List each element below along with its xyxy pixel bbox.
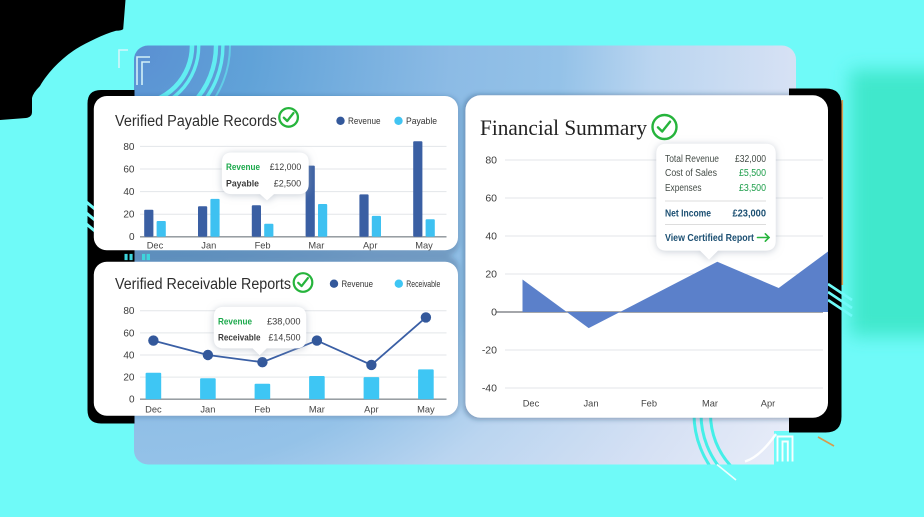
svg-text:May: May: [415, 241, 433, 251]
svg-text:Net Income: Net Income: [665, 209, 711, 220]
svg-text:Revenue: Revenue: [342, 279, 374, 290]
svg-text:40: 40: [123, 350, 135, 361]
svg-text:Mar: Mar: [702, 399, 718, 409]
svg-text:£12,000: £12,000: [270, 162, 302, 173]
svg-text:Feb: Feb: [255, 241, 271, 251]
svg-text:80: 80: [485, 155, 497, 167]
svg-text:May: May: [417, 405, 435, 415]
svg-text:Feb: Feb: [641, 399, 657, 409]
svg-text:Mar: Mar: [308, 241, 324, 251]
svg-text:Cost of Sales: Cost of Sales: [665, 168, 717, 179]
svg-text:Expenses: Expenses: [665, 183, 702, 194]
svg-text:Receivable: Receivable: [406, 279, 440, 290]
svg-text:Jan: Jan: [584, 399, 599, 409]
svg-text:40: 40: [485, 231, 497, 243]
svg-text:View Certified Report: View Certified Report: [665, 233, 755, 244]
svg-text:0: 0: [491, 307, 497, 319]
svg-text:£5,500: £5,500: [739, 168, 766, 179]
svg-text:£23,000: £23,000: [733, 209, 767, 220]
svg-text:60: 60: [485, 193, 497, 205]
svg-text:£32,000: £32,000: [735, 154, 766, 165]
svg-text:60: 60: [123, 164, 135, 175]
svg-text:Verified Receivable Reports: Verified Receivable Reports: [115, 276, 291, 293]
svg-text:Revenue: Revenue: [348, 116, 381, 127]
svg-text:Payable: Payable: [406, 116, 437, 127]
svg-text:£14,500: £14,500: [269, 333, 301, 344]
svg-text:20: 20: [123, 373, 135, 384]
svg-text:Receivable: Receivable: [218, 333, 261, 344]
svg-text:-20: -20: [482, 345, 497, 357]
svg-text:£2,500: £2,500: [274, 179, 302, 190]
svg-text:40: 40: [123, 187, 135, 198]
svg-text:Apr: Apr: [363, 241, 377, 251]
svg-text:Jan: Jan: [201, 241, 216, 251]
svg-text:20: 20: [485, 269, 497, 281]
svg-text:Apr: Apr: [761, 399, 775, 409]
svg-text:Dec: Dec: [145, 405, 162, 415]
svg-text:£3,500: £3,500: [739, 183, 766, 194]
svg-text:Financial Summary: Financial Summary: [480, 115, 648, 140]
svg-text:60: 60: [123, 328, 135, 339]
svg-text:Total Revenue: Total Revenue: [665, 154, 719, 165]
svg-text:0: 0: [129, 232, 135, 243]
svg-text:Verified Payable Records: Verified Payable Records: [115, 113, 277, 130]
svg-text:£38,000: £38,000: [267, 317, 301, 328]
svg-text:-40: -40: [482, 383, 497, 395]
svg-text:20: 20: [123, 210, 135, 221]
svg-text:Mar: Mar: [309, 405, 325, 415]
svg-text:80: 80: [123, 306, 135, 317]
svg-text:80: 80: [123, 142, 135, 153]
svg-text:Revenue: Revenue: [218, 317, 252, 328]
svg-text:Jan: Jan: [200, 405, 215, 415]
svg-text:Payable: Payable: [226, 179, 259, 190]
svg-text:Apr: Apr: [364, 405, 378, 415]
svg-text:Dec: Dec: [147, 241, 164, 251]
svg-text:Dec: Dec: [523, 399, 540, 409]
svg-text:Revenue: Revenue: [226, 162, 260, 173]
svg-text:Feb: Feb: [254, 405, 270, 415]
svg-text:0: 0: [129, 395, 135, 406]
